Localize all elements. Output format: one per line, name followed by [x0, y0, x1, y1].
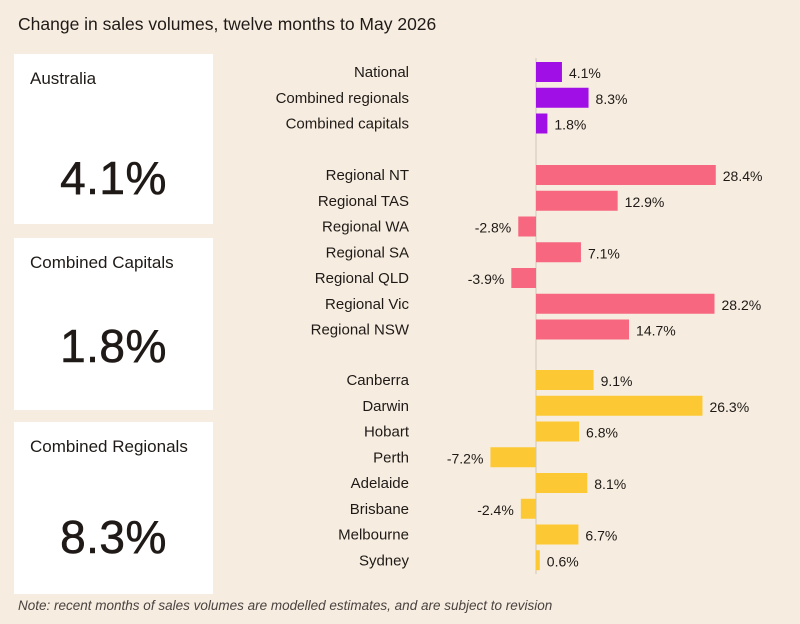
value-label-regional-nt: 28.4%	[723, 168, 763, 184]
value-label-regional-vic: 28.2%	[722, 297, 762, 313]
bar-canberra	[536, 370, 594, 390]
bar-regional-sa	[536, 242, 581, 263]
bar-perth	[490, 447, 536, 468]
category-label-darwin: Darwin	[362, 398, 409, 415]
category-label-hobart: Hobart	[364, 424, 410, 441]
category-label-regional-sa: Regional SA	[326, 244, 409, 261]
category-label-sydney: Sydney	[359, 552, 410, 569]
category-label-national: National	[354, 64, 409, 81]
value-label-adelaide: 8.1%	[594, 476, 626, 492]
bar-regional-qld	[511, 268, 536, 288]
category-label-regional-tas: Regional TAS	[318, 193, 409, 210]
category-label-perth: Perth	[373, 449, 409, 466]
card-combined-regionals-label: Combined Regionals	[30, 437, 188, 456]
card-combined-capitals-label: Combined Capitals	[30, 253, 174, 272]
bar-regional-nt	[536, 165, 716, 185]
category-label-combined-capitals: Combined capitals	[286, 116, 409, 133]
category-label-combined-regionals: Combined regionals	[276, 90, 409, 107]
category-label-brisbane: Brisbane	[350, 501, 409, 518]
chart-title: Change in sales volumes, twelve months t…	[18, 14, 437, 34]
value-label-regional-nsw: 14.7%	[636, 323, 676, 339]
category-label-melbourne: Melbourne	[338, 527, 409, 544]
value-label-sydney: 0.6%	[547, 553, 579, 569]
value-label-regional-sa: 7.1%	[588, 245, 620, 261]
category-label-canberra: Canberra	[346, 372, 409, 389]
category-label-regional-nt: Regional NT	[326, 167, 409, 184]
value-label-darwin: 26.3%	[709, 399, 749, 415]
value-label-canberra: 9.1%	[601, 373, 633, 389]
card-australia-label: Australia	[30, 69, 97, 88]
value-label-regional-tas: 12.9%	[625, 194, 665, 210]
category-label-regional-vic: Regional Vic	[325, 296, 409, 313]
bar-brisbane	[520, 498, 536, 519]
bar-regional-vic	[536, 293, 715, 314]
card-australia-value: 4.1%	[60, 152, 167, 205]
category-label-regional-qld: Regional QLD	[315, 270, 409, 287]
value-label-hobart: 6.8%	[586, 425, 618, 441]
value-label-national: 4.1%	[569, 65, 601, 81]
bar-regional-wa	[518, 216, 536, 237]
category-label-adelaide: Adelaide	[351, 475, 409, 492]
value-label-brisbane: -2.4%	[477, 502, 514, 518]
bar-combined-regionals	[536, 87, 589, 108]
bar-sydney	[536, 550, 540, 571]
card-combined-capitals: Combined Capitals 1.8%	[14, 238, 213, 410]
bar-regional-nsw	[536, 319, 630, 340]
bar-darwin	[536, 395, 703, 416]
value-label-regional-wa: -2.8%	[475, 220, 512, 236]
bar-combined-capitals	[536, 113, 548, 134]
value-label-regional-qld: -3.9%	[468, 271, 505, 287]
category-label-regional-wa: Regional WA	[322, 219, 409, 236]
value-label-combined-regionals: 8.3%	[596, 91, 628, 107]
bar-adelaide	[536, 473, 588, 493]
value-label-perth: -7.2%	[447, 450, 484, 466]
bar-hobart	[536, 421, 580, 442]
value-label-melbourne: 6.7%	[585, 528, 617, 544]
category-label-regional-nsw: Regional NSW	[311, 322, 410, 339]
card-combined-capitals-value: 1.8%	[60, 320, 167, 373]
value-label-combined-capitals: 1.8%	[554, 117, 586, 133]
card-combined-regionals-value: 8.3%	[60, 511, 167, 564]
bar-regional-tas	[536, 190, 618, 211]
card-combined-regionals: Combined Regionals 8.3%	[14, 422, 213, 594]
footnote: Note: recent months of sales volumes are…	[18, 598, 553, 613]
bar-melbourne	[536, 524, 579, 545]
bar-national	[536, 62, 562, 82]
card-australia: Australia 4.1%	[14, 54, 213, 224]
